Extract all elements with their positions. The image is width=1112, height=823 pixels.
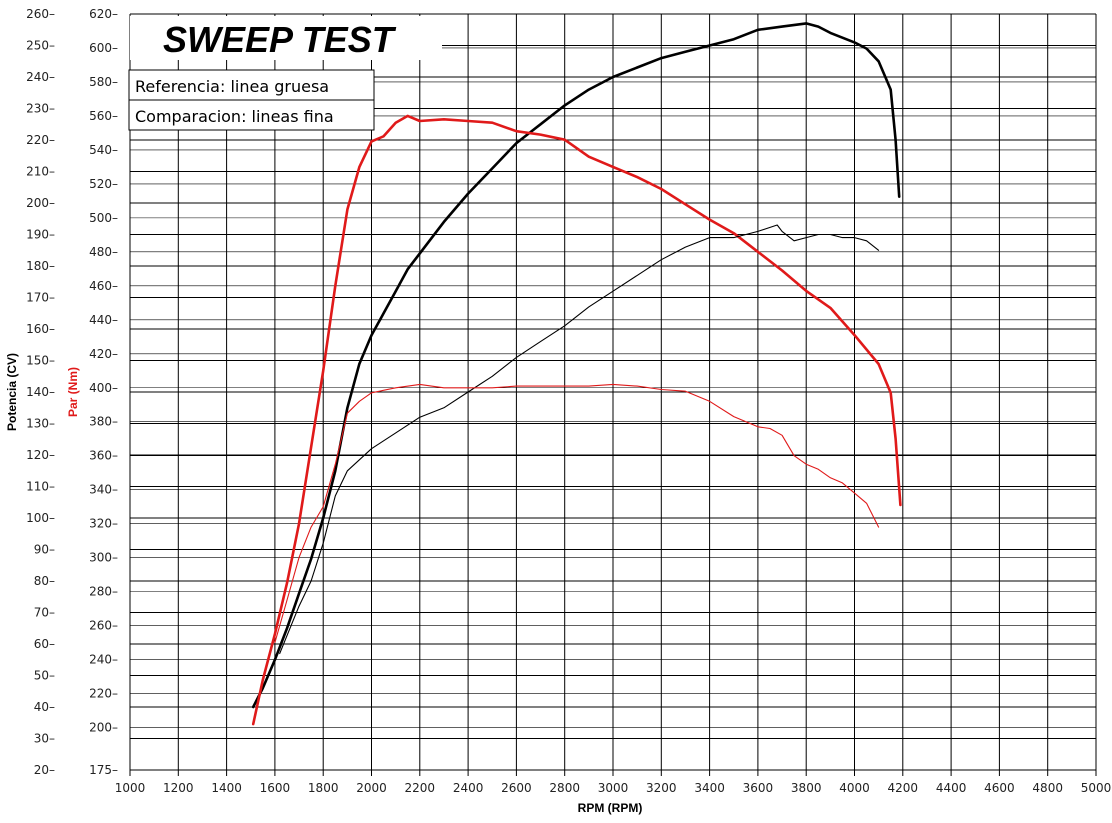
par-axis: 175– 200– 220– 240– 260– 280– 300– 320– 340– 360–… [89, 7, 118, 777]
series-lines [251, 22, 902, 726]
rpm-tick-label: 3800 [791, 781, 822, 795]
potencia-tick-label: 140– [26, 385, 55, 399]
rpm-tick-label: 1600 [260, 781, 291, 795]
potencia-tick-label: 190– [26, 228, 55, 242]
potencia-tick-label: 250– [26, 39, 55, 53]
potencia-tick-label: 240– [26, 70, 55, 84]
potencia-thin-line [279, 224, 880, 655]
par-tick-label: 400– [89, 381, 118, 395]
potencia-tick-label: 150– [26, 354, 55, 368]
x-axis-title: RPM (RPM) [578, 801, 643, 815]
par-tick-label: 520– [89, 177, 118, 191]
potencia-tick-label: 100– [26, 511, 55, 525]
potencia-tick-label: 30– [34, 732, 55, 746]
par-tick-label: 240– [89, 653, 118, 667]
par-tick-label: 340– [89, 483, 118, 497]
par-tick-label: 460– [89, 279, 118, 293]
rpm-tick-label: 3600 [743, 781, 774, 795]
potencia-tick-label: 120– [26, 448, 55, 462]
rpm-tick-label: 1200 [163, 781, 194, 795]
rpm-tick-label: 2000 [356, 781, 387, 795]
potencia-axis: 20– 30– 40– 50– 60– 70– 80– 90– 100– 110– 120– 130–… [26, 7, 55, 777]
potencia-tick-label: 20– [34, 763, 55, 777]
par-tick-label: 220– [89, 687, 118, 701]
potencia-tick-label: 260– [26, 7, 55, 21]
par-tick-label: 600– [89, 41, 118, 55]
par-tick-label: 175– [89, 763, 118, 777]
par-tick-label: 300– [89, 551, 118, 565]
potencia-tick-label: 210– [26, 165, 55, 179]
rpm-axis: 1000 1200 1400 1600 1800 2000 2200 2400 2600 2800… [115, 770, 1112, 795]
rpm-tick-label: 3400 [694, 781, 725, 795]
legend-entry-comparacion: Comparacion: lineas fina [135, 107, 334, 126]
potencia-tick-label: 220– [26, 133, 55, 147]
par-tick-label: 380– [89, 415, 118, 429]
rpm-tick-label: 3200 [646, 781, 677, 795]
par-tick-label: 440– [89, 313, 118, 327]
potencia-tick-label: 60– [34, 637, 55, 651]
par-tick-label: 360– [89, 449, 118, 463]
par-tick-label: 280– [89, 585, 118, 599]
par-tick-label: 320– [89, 517, 118, 531]
rpm-tick-label: 4000 [839, 781, 870, 795]
par-tick-label: 500– [89, 211, 118, 225]
par-thick-line [251, 114, 902, 726]
rpm-tick-label: 1000 [115, 781, 146, 795]
potencia-thick-line [251, 22, 901, 709]
par-tick-label: 580– [89, 75, 118, 89]
par-tick-label: 480– [89, 245, 118, 259]
par-tick-label: 200– [89, 721, 118, 735]
par-tick-label: 560– [89, 109, 118, 123]
potencia-tick-label: 50– [34, 669, 55, 683]
rpm-tick-label: 2600 [501, 781, 532, 795]
par-tick-label: 260– [89, 619, 118, 633]
potencia-tick-label: 170– [26, 291, 55, 305]
rpm-tick-label: 1400 [211, 781, 242, 795]
rpm-tick-label: 4800 [1032, 781, 1063, 795]
rpm-tick-label: 1800 [308, 781, 339, 795]
rpm-tick-label: 4400 [936, 781, 967, 795]
par-thin-line [274, 383, 880, 644]
potencia-tick-label: 200– [26, 196, 55, 210]
chart-title: SWEEP TEST [163, 19, 397, 60]
potencia-tick-label: 110– [26, 480, 55, 494]
title-background [130, 16, 442, 60]
potencia-tick-label: 130– [26, 417, 55, 431]
par-tick-label: 540– [89, 143, 118, 157]
par-tick-label: 420– [89, 347, 118, 361]
rpm-tick-label: 3000 [598, 781, 629, 795]
potencia-tick-label: 180– [26, 259, 55, 273]
rpm-tick-label: 2800 [549, 781, 580, 795]
potencia-tick-label: 70– [34, 606, 55, 620]
y-axis-right-title: Par (Nm) [66, 367, 80, 417]
par-tick-label: 620– [89, 7, 118, 21]
rpm-tick-label: 2400 [453, 781, 484, 795]
potencia-tick-label: 230– [26, 102, 55, 116]
potencia-tick-label: 40– [34, 700, 55, 714]
y-axis-left-title: Potencia (CV) [5, 353, 19, 431]
rpm-tick-label: 4600 [984, 781, 1015, 795]
rpm-tick-label: 5000 [1081, 781, 1112, 795]
rpm-tick-label: 4200 [888, 781, 919, 795]
legend-entry-referencia: Referencia: linea gruesa [135, 77, 329, 96]
potencia-tick-label: 90– [34, 543, 55, 557]
potencia-tick-label: 80– [34, 574, 55, 588]
rpm-tick-label: 2200 [405, 781, 436, 795]
potencia-tick-label: 160– [26, 322, 55, 336]
legend: Referencia: linea gruesa Comparacion: li… [128, 69, 375, 131]
